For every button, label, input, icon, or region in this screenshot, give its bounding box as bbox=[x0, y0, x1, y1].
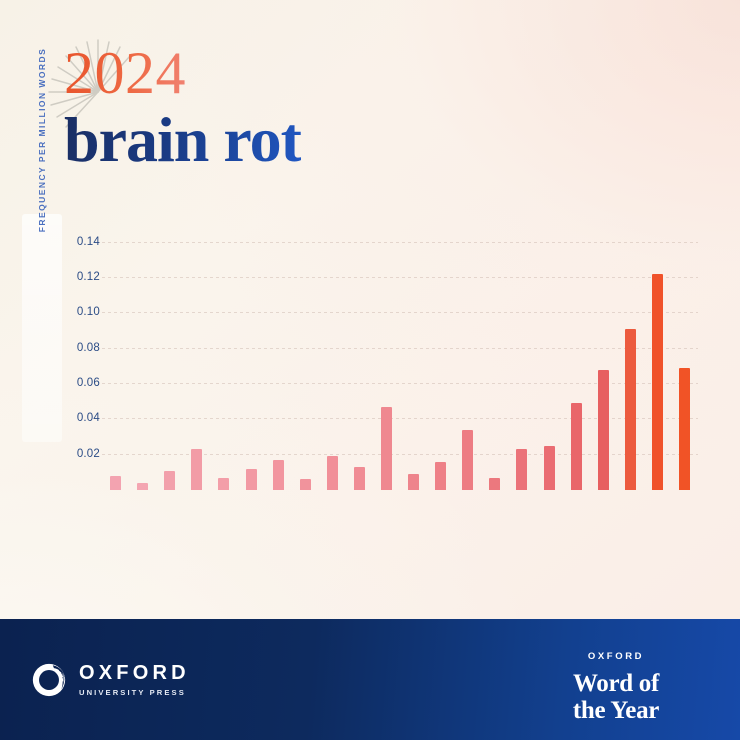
bar-cell[interactable] bbox=[400, 225, 427, 490]
bar[interactable] bbox=[272, 459, 284, 490]
frequency-bar-chart: FREQUENCY PER MILLION WORDS 0.02 0.04 0.06… bbox=[0, 48, 740, 740]
word-of-the-year-lockup: OXFORD Word of the Year bbox=[526, 651, 706, 724]
oxford-logo-wordmark: OXFORD UNIVERSITY PRESS bbox=[79, 663, 190, 697]
bar-cell[interactable] bbox=[156, 225, 183, 490]
bar[interactable] bbox=[164, 470, 176, 490]
bar-cell[interactable] bbox=[590, 225, 617, 490]
y-axis-tick-label: 0.08 bbox=[76, 341, 100, 354]
gridline bbox=[102, 277, 698, 278]
bar-cell[interactable] bbox=[454, 225, 481, 490]
y-axis-tick-label: 0.04 bbox=[76, 412, 100, 425]
bar[interactable] bbox=[462, 429, 474, 490]
wotd-eyebrow: OXFORD bbox=[587, 651, 645, 662]
bar-cell[interactable] bbox=[373, 225, 400, 490]
bar[interactable] bbox=[380, 406, 392, 490]
bars-group bbox=[102, 225, 698, 490]
bar-cell[interactable] bbox=[292, 225, 319, 490]
bar[interactable] bbox=[624, 329, 636, 490]
bar[interactable] bbox=[679, 368, 691, 490]
bar-cell[interactable] bbox=[183, 225, 210, 490]
bar[interactable] bbox=[191, 449, 203, 490]
bar-cell[interactable] bbox=[129, 225, 156, 490]
press-name: OXFORD bbox=[79, 662, 190, 685]
bar-cell[interactable] bbox=[319, 225, 346, 490]
bar[interactable] bbox=[516, 449, 528, 490]
y-axis-tick-label: 0.02 bbox=[76, 447, 100, 460]
y-axis-tick-label: 0.12 bbox=[76, 271, 100, 283]
gridline bbox=[102, 453, 698, 455]
y-axis-tick-label: 0.14 bbox=[76, 235, 100, 248]
bar-cell[interactable] bbox=[644, 225, 671, 490]
bar-cell[interactable] bbox=[427, 225, 454, 490]
wotd-line-two: the Year bbox=[572, 697, 660, 724]
bar[interactable] bbox=[489, 477, 501, 490]
bar-cell[interactable] bbox=[237, 225, 264, 490]
bar[interactable] bbox=[435, 461, 447, 490]
y-axis-tick-label: 0.06 bbox=[76, 377, 100, 389]
bar-cell[interactable] bbox=[210, 225, 237, 490]
bar[interactable] bbox=[353, 467, 365, 490]
page-title-year: 2024 bbox=[64, 43, 301, 103]
bar[interactable] bbox=[651, 274, 663, 490]
bar-cell[interactable] bbox=[265, 225, 292, 490]
bar[interactable] bbox=[299, 479, 311, 490]
title-block: 2024 brain rot bbox=[48, 39, 302, 175]
bar[interactable] bbox=[570, 403, 582, 490]
bar-cell[interactable] bbox=[536, 225, 563, 490]
wotd-line-one: Word of bbox=[572, 670, 660, 697]
gridline bbox=[102, 312, 698, 314]
bar[interactable] bbox=[543, 445, 555, 490]
gridline bbox=[102, 383, 698, 384]
bar-cell[interactable] bbox=[671, 225, 698, 490]
gridline bbox=[102, 347, 698, 349]
y-axis-tick-label: 0.10 bbox=[76, 306, 100, 319]
oxford-university-press-logo: OXFORD UNIVERSITY PRESS bbox=[30, 661, 190, 699]
bar-cell[interactable] bbox=[481, 225, 508, 490]
word-of-the-year-text: brain rot bbox=[64, 104, 302, 175]
bar-cell[interactable] bbox=[102, 225, 129, 490]
bar[interactable] bbox=[408, 474, 420, 490]
gridline bbox=[102, 241, 698, 243]
oxford-swirl-icon bbox=[32, 663, 66, 697]
bar-cell[interactable] bbox=[617, 225, 644, 490]
bar[interactable] bbox=[110, 475, 122, 490]
gridline bbox=[102, 418, 698, 420]
y-axis-label: FREQUENCY PER MILLION WORDS bbox=[37, 47, 47, 233]
bar[interactable] bbox=[326, 456, 338, 490]
bar[interactable] bbox=[137, 482, 149, 490]
bar[interactable] bbox=[245, 468, 257, 490]
y-axis-label-panel bbox=[22, 214, 62, 442]
bar-cell[interactable] bbox=[563, 225, 590, 490]
bar-cell[interactable] bbox=[346, 225, 373, 490]
bar[interactable] bbox=[218, 477, 230, 490]
bar[interactable] bbox=[597, 369, 609, 490]
bar-cell[interactable] bbox=[508, 225, 535, 490]
plot-area: 0.02 0.04 0.06 0.08 0.10 0.12 0.14 bbox=[66, 210, 706, 490]
press-subtitle: UNIVERSITY PRESS bbox=[79, 688, 186, 698]
footer-bar: OXFORD UNIVERSITY PRESS OXFORD Word of t… bbox=[0, 619, 740, 740]
